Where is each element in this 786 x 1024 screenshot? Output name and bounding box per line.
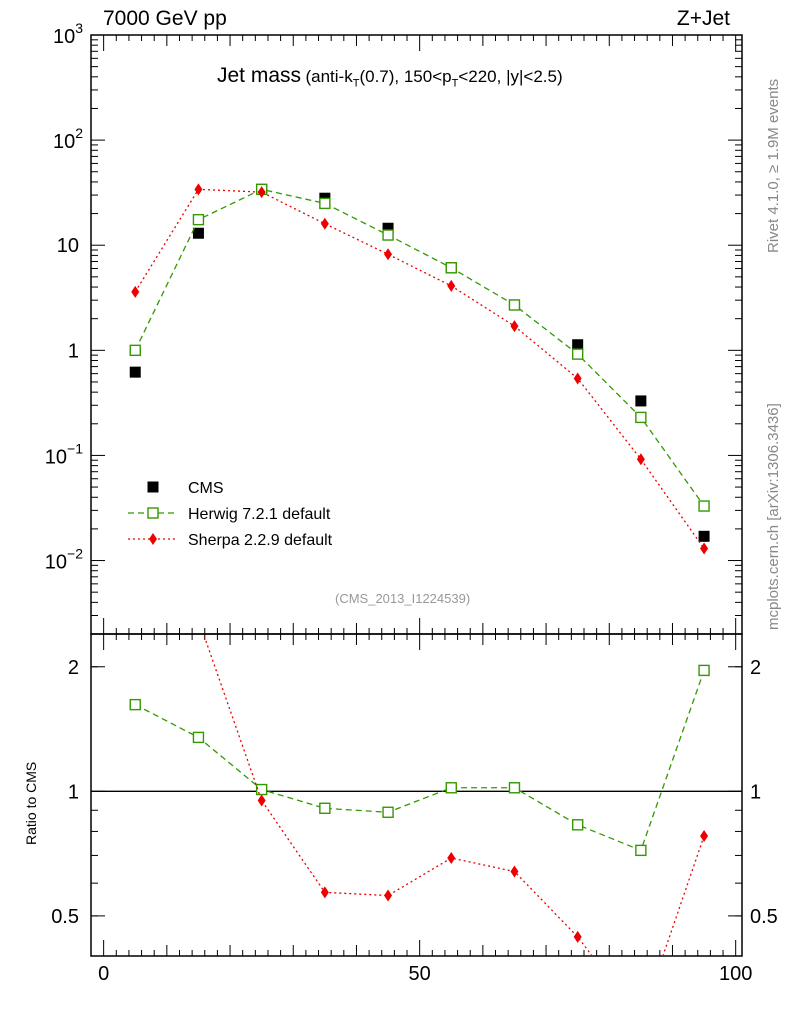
legend-label: Sherpa 2.2.9 default xyxy=(188,532,333,549)
series-line xyxy=(202,634,705,956)
data-point xyxy=(257,186,266,199)
y-tick-label-right: 2 xyxy=(750,657,761,679)
series-line xyxy=(134,670,705,852)
data-point xyxy=(698,664,710,677)
y-tick-label: 0.5 xyxy=(51,906,79,928)
data-point xyxy=(508,299,521,311)
data-point xyxy=(319,802,331,814)
legend-label: CMS xyxy=(188,480,224,497)
data-point xyxy=(192,213,205,226)
x-tick-label: 50 xyxy=(409,963,431,985)
data-point xyxy=(635,395,647,407)
main-series xyxy=(129,183,710,555)
data-point xyxy=(698,530,710,542)
x-tick-label: 100 xyxy=(719,963,752,985)
y-tick-exp: 3 xyxy=(75,20,83,36)
series-line xyxy=(134,188,705,507)
data-point xyxy=(255,783,268,796)
data-point xyxy=(129,698,141,711)
y-tick-label-right: 1 xyxy=(750,781,761,803)
y-tick-base: 10 xyxy=(45,552,67,574)
data-point xyxy=(698,500,710,512)
x-tick-label: 0 xyxy=(98,963,109,985)
y-tick-label: 2 xyxy=(68,657,79,679)
legend-marker xyxy=(147,507,159,519)
y-tick-label: 10−1 xyxy=(45,440,83,468)
y-tick-label: 1 xyxy=(68,340,79,362)
data-point xyxy=(384,248,393,261)
ratio-frame xyxy=(90,633,743,957)
y-tick-base: 10 xyxy=(45,446,67,468)
data-point xyxy=(636,453,645,466)
data-point xyxy=(573,372,582,385)
energy-label: 7000 GeV pp xyxy=(103,7,227,30)
data-point xyxy=(382,806,394,818)
data-point xyxy=(635,411,647,424)
y-tick-base: 10 xyxy=(53,26,75,48)
data-point xyxy=(572,339,584,351)
data-point xyxy=(635,844,647,857)
y-tick-exp: 2 xyxy=(75,125,83,141)
legend-label: Herwig 7.2.1 default xyxy=(188,506,331,523)
y-tick-label: 103 xyxy=(53,20,83,48)
data-point xyxy=(700,542,709,555)
y-tick-label: 1 xyxy=(68,781,79,803)
analysis-watermark: (CMS_2013_I1224539) xyxy=(335,591,471,606)
process-label: Z+Jet xyxy=(676,7,730,30)
data-point xyxy=(192,731,205,744)
plot-title: Jet mass (anti-kT(0.7), 150<pT<220, |y|<… xyxy=(217,64,563,89)
data-point xyxy=(129,366,141,378)
data-point xyxy=(445,262,457,274)
y-tick-exp: −2 xyxy=(67,546,83,562)
y-tick-base: 10 xyxy=(53,131,75,153)
y-tick-label-right: 0.5 xyxy=(750,906,778,928)
data-point xyxy=(510,865,519,878)
data-point xyxy=(319,197,331,210)
data-point xyxy=(382,229,394,241)
legend-marker xyxy=(149,533,157,545)
data-point xyxy=(571,819,584,831)
data-point xyxy=(129,344,141,357)
plot-title-main: Jet mass xyxy=(217,64,302,87)
data-point xyxy=(320,886,329,899)
data-point xyxy=(510,320,519,333)
data-point xyxy=(508,782,521,794)
data-point xyxy=(194,183,203,196)
data-point xyxy=(384,889,393,902)
data-point xyxy=(447,852,456,865)
plot-title-detail: (anti-kT(0.7), 150<pT<220, |y|<2.5) xyxy=(305,67,563,90)
data-point xyxy=(192,227,204,239)
y-tick-label: 10−2 xyxy=(45,546,83,574)
data-point xyxy=(194,614,202,626)
data-point xyxy=(573,930,582,943)
data-point xyxy=(571,348,584,360)
data-point xyxy=(131,285,140,298)
y-tick-exp: −1 xyxy=(67,440,83,456)
data-point xyxy=(257,794,266,807)
data-point xyxy=(447,279,456,292)
data-point xyxy=(320,217,329,230)
data-point xyxy=(700,829,709,842)
legend-marker xyxy=(147,481,159,493)
ratio-panel: 2 2 1 1 0.5 0.5 0 50 100 xyxy=(51,614,778,985)
ratio-series xyxy=(129,614,710,956)
data-point xyxy=(445,782,457,794)
data-point xyxy=(382,222,394,234)
y-tick-label: 10 xyxy=(57,235,79,257)
y-tick-label: 102 xyxy=(53,125,83,153)
